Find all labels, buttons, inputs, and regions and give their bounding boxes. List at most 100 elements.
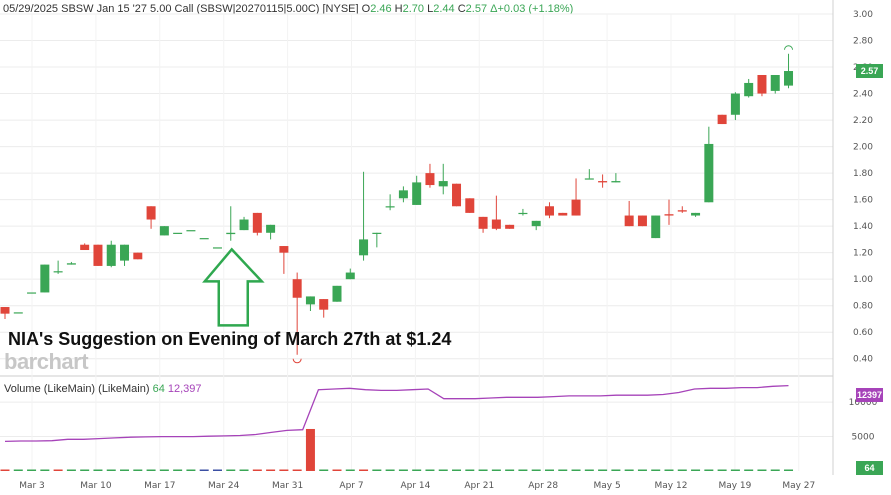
price-tick-label: 2.00 (853, 143, 873, 153)
candle-body (558, 212, 568, 216)
volume-bar (305, 428, 315, 471)
volume-bar (651, 469, 661, 471)
up-arrow-annotation (202, 247, 265, 327)
volume-bar (120, 469, 130, 471)
date-tick-label: Apr 7 (339, 481, 363, 491)
candle-body (412, 182, 422, 205)
volume-bar (717, 469, 727, 471)
candle-body (505, 224, 515, 229)
volume-bar (212, 469, 222, 471)
header-close-label: C (457, 3, 466, 15)
candle-body (106, 244, 116, 266)
candle-body (624, 215, 634, 227)
volume-bar (173, 469, 183, 471)
price-tick-label: 1.60 (853, 196, 873, 206)
date-tick-label: May 5 (593, 481, 620, 491)
volume-bar (266, 469, 276, 471)
volume-bar (319, 469, 329, 471)
candle-body (491, 219, 501, 229)
date-tick-label: May 27 (782, 481, 815, 491)
candle-body (0, 307, 10, 314)
candle-body (252, 212, 262, 233)
candle-body (27, 292, 37, 294)
candle-body (784, 71, 794, 86)
volume-bar (226, 469, 236, 471)
volume-bar (0, 469, 10, 471)
candle-body (518, 212, 528, 215)
date-tick-label: Mar 10 (80, 481, 112, 491)
candle-body (66, 263, 76, 265)
volume-bar (664, 469, 674, 471)
price-tick-label: 0.60 (853, 328, 873, 338)
price-tick-label: 2.80 (853, 37, 873, 47)
volume-bar (412, 469, 422, 471)
candle-body (664, 214, 674, 216)
price-tick-label: 2.40 (853, 90, 873, 100)
barchart-watermark: barchart (4, 349, 89, 374)
header-low: 2.44 (433, 3, 455, 15)
header-change: Δ+0.03 (+1.18%) (490, 3, 574, 15)
annotation-text: NIA's Suggestion on Evening of March 27t… (8, 329, 452, 349)
volume-bar (531, 469, 541, 471)
volume-bar (345, 469, 355, 471)
date-tick-label: May 19 (718, 481, 751, 491)
volume-bar (252, 469, 262, 471)
volume-bar (106, 469, 116, 471)
candle-body (359, 239, 369, 256)
date-tick-label: May 12 (655, 481, 688, 491)
volume-bar (425, 469, 435, 471)
date-tick-label: Mar 17 (144, 481, 175, 491)
candle-body (199, 238, 209, 240)
volume-bar (66, 469, 76, 471)
candle-body (173, 232, 183, 234)
candle-body (677, 210, 687, 212)
volume-bar (611, 469, 621, 471)
price-tick-label: 1.00 (853, 275, 873, 285)
volume-bar (784, 469, 794, 471)
candle-body (478, 216, 488, 229)
price-tick-label: 0.40 (853, 355, 873, 365)
candle-body (40, 264, 50, 293)
volume-bar (730, 469, 740, 471)
volume-bar (27, 469, 37, 471)
volume-bar (13, 469, 23, 471)
date-tick-label: Mar 31 (272, 481, 303, 491)
candle-body (212, 247, 222, 249)
volume-bar (133, 469, 143, 471)
candle-body (226, 232, 236, 235)
candle-body (146, 206, 156, 220)
volume-bar (757, 469, 767, 471)
high-marker (784, 45, 794, 50)
date-tick-label: Mar 3 (19, 481, 45, 491)
candle-body (730, 93, 740, 115)
volume-bar (438, 469, 448, 471)
candle-body (452, 183, 462, 207)
low-marker (292, 358, 302, 364)
candle-body (266, 224, 276, 233)
chart-header: 05/29/2025 SBSW Jan 15 '27 5.00 Call (SB… (3, 3, 573, 15)
candle-body (279, 246, 289, 253)
volume-bar (677, 469, 687, 471)
volume-value2: 12,397 (167, 383, 202, 395)
price-tick-label: 1.40 (853, 222, 873, 232)
volume-bar (359, 469, 369, 471)
volume-bar (744, 469, 754, 471)
candle-body (159, 226, 169, 236)
candle-body (465, 198, 475, 213)
volume-bar (80, 469, 90, 471)
volume-bar (239, 469, 249, 471)
candle-body (80, 244, 90, 251)
candle-body (120, 244, 130, 261)
price-tick-label: 1.80 (853, 169, 873, 179)
price-tick-label: 2.20 (853, 116, 873, 126)
candle-body (425, 173, 435, 186)
candle-body (611, 181, 621, 183)
volume-bar (518, 469, 528, 471)
volume-ma-badge: 12397 (856, 388, 883, 402)
volume-bar (159, 469, 169, 471)
date-tick-label: Apr 14 (400, 481, 430, 491)
candle-body (385, 206, 395, 208)
candle-body (704, 143, 714, 203)
volume-bar (544, 469, 554, 471)
